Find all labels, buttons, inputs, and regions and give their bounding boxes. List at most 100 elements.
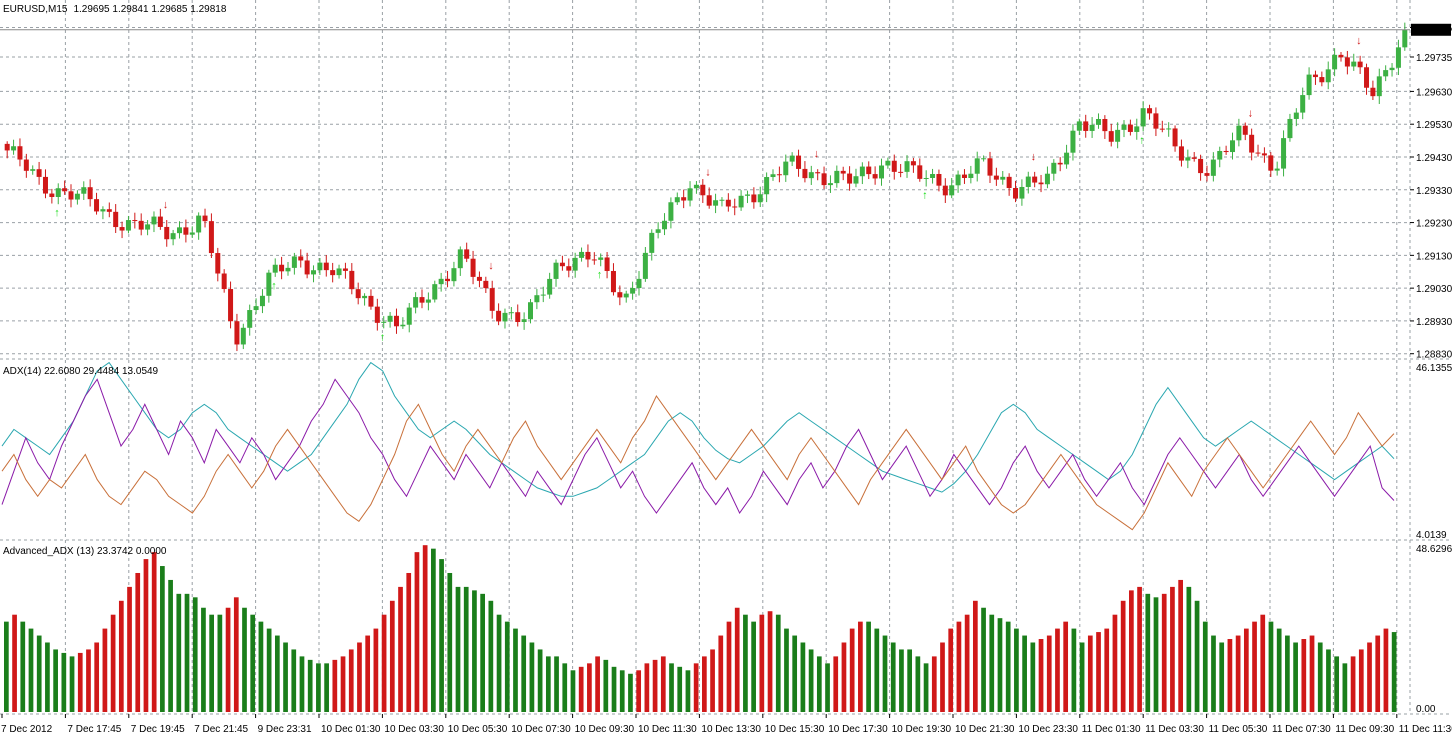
histogram-bar[interactable] bbox=[858, 621, 863, 712]
candle-body[interactable] bbox=[502, 312, 508, 322]
candle-body[interactable] bbox=[725, 199, 731, 207]
candle-body[interactable] bbox=[598, 257, 604, 260]
histogram-bar[interactable] bbox=[619, 670, 625, 712]
candle-body[interactable] bbox=[157, 216, 163, 227]
histogram-bar[interactable] bbox=[316, 663, 321, 712]
candle-body[interactable] bbox=[1006, 176, 1012, 189]
candle-body[interactable] bbox=[1083, 121, 1089, 131]
histogram-bar[interactable] bbox=[816, 656, 822, 712]
candle-body[interactable] bbox=[559, 262, 565, 267]
histogram-bar[interactable] bbox=[710, 649, 715, 712]
candle-body[interactable] bbox=[11, 146, 17, 151]
candle-body[interactable] bbox=[1089, 124, 1095, 131]
histogram-bar[interactable] bbox=[348, 649, 354, 712]
candle-body[interactable] bbox=[700, 184, 706, 196]
adx-series-adx[interactable] bbox=[1, 361, 1395, 497]
candle-body[interactable] bbox=[362, 295, 368, 299]
candle-body[interactable] bbox=[1389, 67, 1395, 71]
candle-body[interactable] bbox=[987, 158, 993, 176]
histogram-bar[interactable] bbox=[118, 600, 124, 712]
histogram-bar[interactable] bbox=[1268, 621, 1274, 712]
candle-body[interactable] bbox=[489, 288, 495, 311]
candle-body[interactable] bbox=[30, 169, 36, 171]
candle-body[interactable] bbox=[540, 294, 546, 296]
candle-body[interactable] bbox=[100, 209, 106, 212]
candle-body[interactable] bbox=[910, 161, 916, 166]
histogram-bar[interactable] bbox=[143, 559, 149, 712]
candle-body[interactable] bbox=[521, 319, 527, 323]
candle-body[interactable] bbox=[1261, 153, 1267, 156]
candle-body[interactable] bbox=[776, 174, 782, 176]
histogram-bar[interactable] bbox=[1120, 600, 1126, 712]
candle-body[interactable] bbox=[298, 256, 304, 261]
histogram-bar[interactable] bbox=[1252, 621, 1257, 712]
histogram-bar[interactable] bbox=[792, 635, 798, 712]
candle-body[interactable] bbox=[355, 289, 361, 299]
histogram-bar[interactable] bbox=[948, 628, 954, 712]
histogram-bar[interactable] bbox=[209, 614, 215, 712]
candle-body[interactable] bbox=[240, 327, 246, 345]
candle-body[interactable] bbox=[834, 170, 840, 184]
histogram-bar[interactable] bbox=[1063, 621, 1069, 712]
candle-body[interactable] bbox=[585, 251, 591, 260]
candle-body[interactable] bbox=[1364, 67, 1370, 88]
histogram-bar[interactable] bbox=[414, 552, 420, 712]
histogram-bar[interactable] bbox=[1170, 586, 1175, 712]
histogram-bar[interactable] bbox=[102, 628, 108, 712]
histogram-bar[interactable] bbox=[595, 656, 600, 712]
advanced-adx-pane[interactable] bbox=[4, 545, 1397, 712]
candle-body[interactable] bbox=[534, 295, 540, 303]
candle-body[interactable] bbox=[266, 272, 272, 296]
histogram-bar[interactable] bbox=[628, 673, 633, 712]
candle-body[interactable] bbox=[208, 221, 214, 254]
candle-body[interactable] bbox=[196, 215, 202, 233]
candle-body[interactable] bbox=[1312, 74, 1318, 78]
candle-body[interactable] bbox=[853, 176, 859, 184]
histogram-bar[interactable] bbox=[110, 614, 116, 712]
candle-body[interactable] bbox=[681, 197, 687, 201]
candle-body[interactable] bbox=[285, 267, 291, 272]
candle-body[interactable] bbox=[81, 187, 87, 194]
candle-body[interactable] bbox=[1102, 118, 1108, 132]
candle-body[interactable] bbox=[1147, 108, 1153, 114]
histogram-bar[interactable] bbox=[751, 621, 756, 712]
histogram-bar[interactable] bbox=[767, 611, 773, 712]
histogram-bar[interactable] bbox=[890, 642, 896, 712]
candle-body[interactable] bbox=[770, 174, 776, 178]
candle-body[interactable] bbox=[1178, 146, 1184, 161]
histogram-bar[interactable] bbox=[1243, 628, 1249, 712]
histogram-bar[interactable] bbox=[1227, 639, 1233, 712]
histogram-bar[interactable] bbox=[176, 593, 182, 712]
candle-body[interactable] bbox=[1217, 150, 1223, 160]
candle-body[interactable] bbox=[687, 188, 693, 201]
histogram-bar[interactable] bbox=[504, 621, 510, 712]
histogram-bar[interactable] bbox=[997, 618, 1003, 712]
histogram-bar[interactable] bbox=[1342, 663, 1348, 712]
candle-body[interactable] bbox=[17, 146, 23, 160]
candle-body[interactable] bbox=[1325, 69, 1331, 83]
candle-body[interactable] bbox=[387, 315, 393, 322]
candle-body[interactable] bbox=[1223, 150, 1229, 153]
histogram-bar[interactable] bbox=[381, 614, 387, 712]
histogram-bar[interactable] bbox=[496, 614, 502, 712]
histogram-bar[interactable] bbox=[923, 663, 929, 712]
candle-body[interactable] bbox=[662, 220, 668, 230]
histogram-bar[interactable] bbox=[849, 628, 855, 712]
candle-body[interactable] bbox=[738, 195, 744, 208]
histogram-bar[interactable] bbox=[447, 572, 453, 712]
histogram-bar[interactable] bbox=[373, 628, 379, 712]
candle-body[interactable] bbox=[445, 278, 451, 282]
candle-body[interactable] bbox=[419, 297, 425, 303]
candle-body[interactable] bbox=[1249, 134, 1255, 153]
histogram-bar[interactable] bbox=[1030, 642, 1036, 712]
candle-body[interactable] bbox=[936, 174, 942, 186]
candle-body[interactable] bbox=[610, 270, 616, 293]
candle-body[interactable] bbox=[827, 183, 833, 186]
candle-body[interactable] bbox=[4, 143, 10, 151]
histogram-bar[interactable] bbox=[217, 614, 223, 712]
histogram-bar[interactable] bbox=[578, 666, 584, 712]
histogram-bar[interactable] bbox=[660, 656, 666, 712]
candle-body[interactable] bbox=[483, 280, 489, 289]
histogram-bar[interactable] bbox=[513, 628, 518, 712]
candle-body[interactable] bbox=[183, 227, 189, 235]
